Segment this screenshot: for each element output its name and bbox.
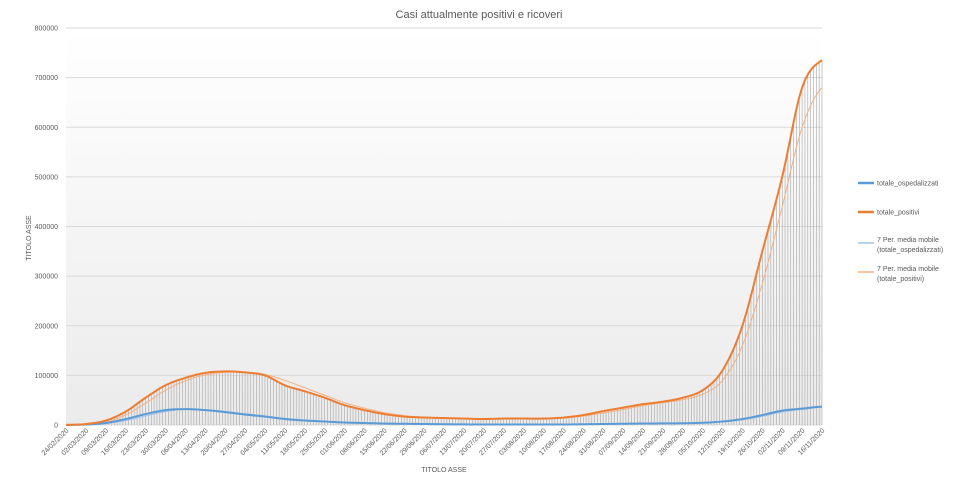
- legend-entry: 7 Per. media mobile (totale_positivi): [877, 266, 939, 283]
- y-tick-label: 300000: [35, 274, 58, 281]
- y-axis-title: TITOLO ASSE: [26, 215, 33, 261]
- y-tick-label: 200000: [35, 323, 58, 330]
- y-tick-label: 0: [54, 423, 58, 430]
- y-tick-label: 800000: [35, 26, 58, 33]
- legend-entry: totale_ospedalizzati: [877, 181, 939, 188]
- chart-title: Casi attualmente positivi e ricoveri: [396, 9, 563, 21]
- y-tick-label: 700000: [35, 75, 58, 82]
- series-line-1: [65, 59, 823, 426]
- y-tick-label: 100000: [35, 373, 58, 380]
- y-tick-label: 600000: [35, 125, 58, 132]
- x-axis-title: TITOLO ASSE: [421, 467, 467, 474]
- y-tick-label: 400000: [35, 224, 58, 231]
- series-line-0: [65, 405, 823, 426]
- legend-entry: totale_positivi: [877, 210, 920, 217]
- y-tick-label: 500000: [35, 174, 58, 181]
- legend-entry: 7 Per. media mobile (totale_ospedalizzati…: [877, 237, 943, 254]
